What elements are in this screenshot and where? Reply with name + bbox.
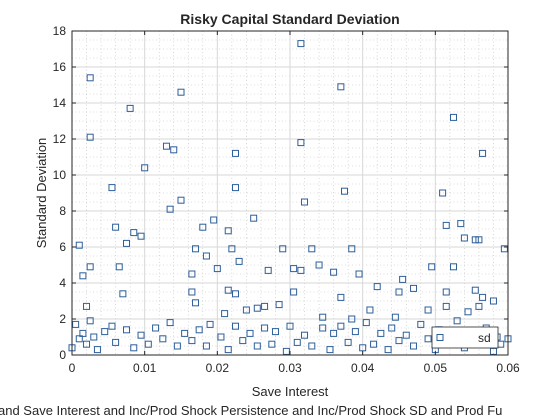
x-tick-label: 0.03 [278,361,302,375]
y-tick-label: 6 [59,240,66,254]
y-tick-label: 0 [59,348,66,362]
y-tick-label: 4 [59,276,66,290]
y-axis-label: Standard Deviation [34,138,49,249]
y-tick-label: 10 [53,168,67,182]
y-tick-label: 14 [53,96,67,110]
x-tick-label: 0.01 [133,361,157,375]
figure-caption: and Save Interest and Inc/Prod Shock Per… [0,403,502,418]
y-tick-label: 18 [53,24,67,38]
x-tick-label: 0.06 [496,361,520,375]
legend-entry-sd: sd [478,331,491,345]
x-tick-label: 0 [69,361,76,375]
x-axis-label: Save Interest [252,384,329,399]
x-tick-label: 0.04 [351,361,375,375]
legend: sd [432,327,498,348]
x-tick-label: 0.02 [206,361,230,375]
chart-title: Risky Capital Standard Deviation [180,11,399,27]
y-tick-label: 12 [53,132,67,146]
y-tick-label: 16 [53,60,67,74]
y-tick-label: 2 [59,312,66,326]
x-tick-label: 0.05 [424,361,448,375]
y-tick-label: 8 [59,204,66,218]
